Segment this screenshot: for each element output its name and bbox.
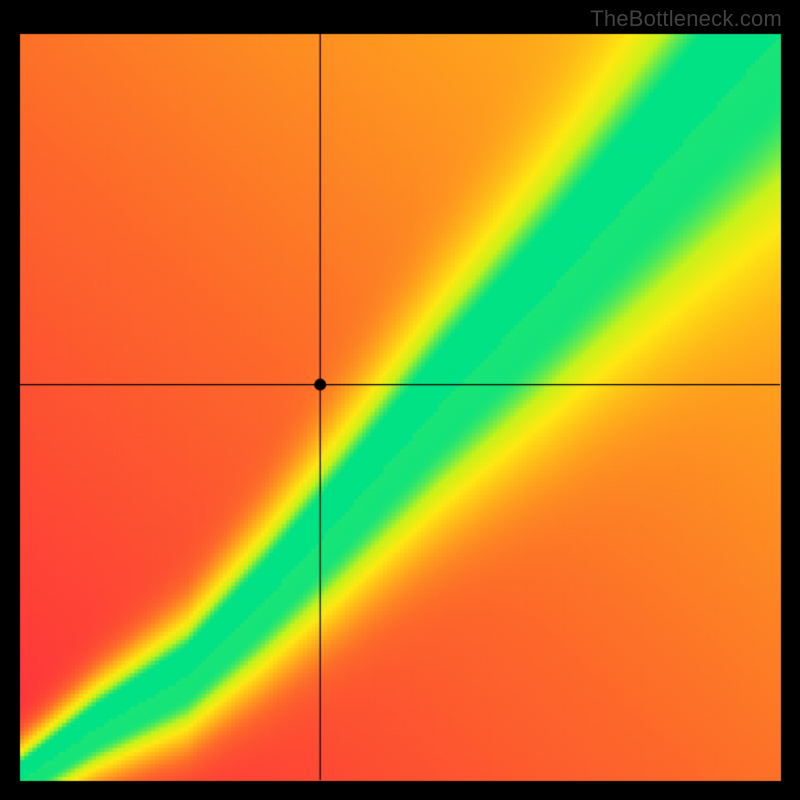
- chart-container: TheBottleneck.com: [0, 0, 800, 800]
- watermark-text: TheBottleneck.com: [590, 6, 782, 32]
- bottleneck-heatmap: [0, 0, 800, 800]
